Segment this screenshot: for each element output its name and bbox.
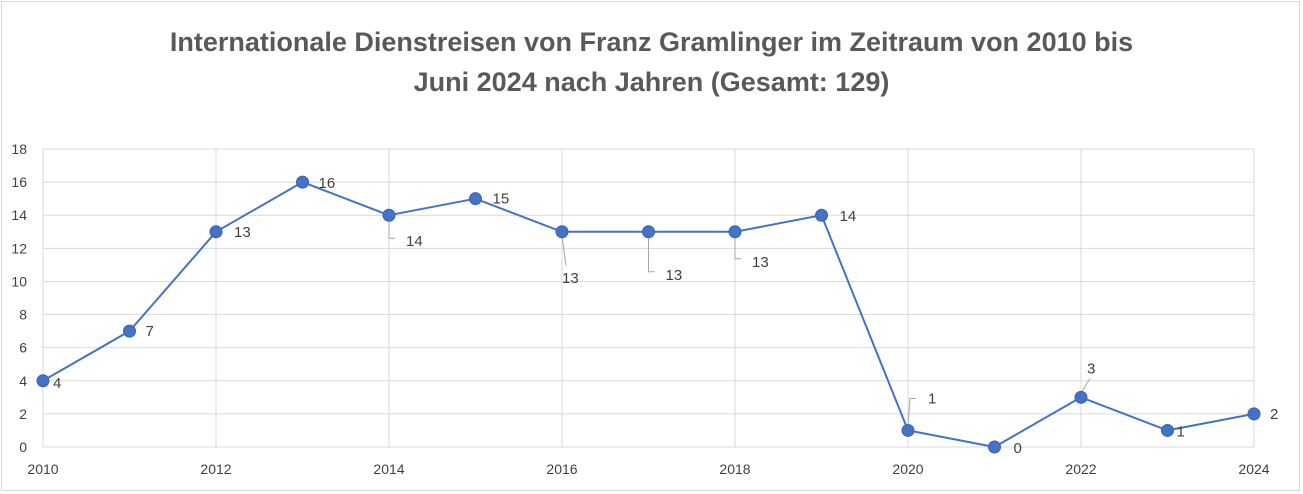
data-label: 14 [406, 233, 423, 250]
chart-title-line-2: Juni 2024 nach Jahren (Gesamt: 129) [413, 67, 890, 97]
data-label: 13 [666, 267, 683, 284]
data-label: 14 [840, 208, 857, 225]
data-point [728, 225, 742, 239]
x-axis-ticks: 2010 2012 2014 2016 2018 2020 2022 2024 [27, 461, 1269, 477]
data-point [815, 208, 828, 222]
data-label: 0 [1014, 440, 1022, 457]
label-leader-line [1080, 378, 1091, 394]
data-point [36, 374, 50, 388]
data-labels: 4 7 13 16 14 15 13 13 13 14 1 0 3 1 2 [53, 175, 1278, 457]
label-leader-line [648, 235, 655, 273]
x-tick-label: 2020 [892, 461, 923, 477]
label-leader-lines [388, 219, 1091, 427]
series [36, 175, 1261, 454]
y-tick-label: 4 [19, 373, 27, 389]
y-tick-label: 16 [11, 174, 27, 190]
y-tick-label: 8 [19, 307, 27, 323]
y-tick-label: 12 [11, 240, 27, 256]
label-leader-line [734, 235, 741, 260]
data-point [296, 175, 309, 189]
data-point [1247, 407, 1261, 421]
data-point [555, 225, 569, 239]
data-label: 16 [319, 175, 336, 192]
data-point [901, 423, 915, 437]
chart-title-line-1: Internationale Dienstreisen von Franz Gr… [169, 27, 1134, 57]
data-label: 7 [146, 323, 154, 340]
x-tick-label: 2012 [200, 461, 231, 477]
label-leader-line [388, 219, 395, 239]
data-point [469, 192, 482, 206]
y-axis-ticks: 0 2 4 6 8 10 12 14 16 18 [11, 141, 27, 455]
data-point [209, 225, 223, 239]
x-tick-label: 2022 [1065, 461, 1096, 477]
data-label: 15 [493, 191, 510, 208]
x-tick-label: 2016 [546, 461, 577, 477]
y-tick-label: 14 [11, 207, 27, 223]
x-tick-label: 2018 [719, 461, 750, 477]
data-label: 13 [752, 254, 769, 271]
x-tick-label: 2024 [1238, 461, 1269, 477]
y-tick-label: 2 [19, 406, 27, 422]
data-label: 2 [1270, 406, 1278, 423]
data-point [642, 225, 655, 239]
x-tick-label: 2010 [27, 461, 58, 477]
label-leader-line [907, 397, 916, 427]
x-tick-label: 2014 [373, 461, 404, 477]
y-tick-label: 6 [19, 340, 27, 356]
label-leader-line [561, 235, 567, 266]
data-point [1074, 390, 1088, 404]
data-label: 4 [53, 375, 61, 392]
data-point [988, 440, 1001, 454]
data-point [123, 324, 136, 338]
data-label: 1 [1177, 423, 1185, 440]
data-label: 13 [562, 270, 579, 287]
data-point [1161, 423, 1174, 437]
data-label: 1 [928, 390, 936, 407]
chart-title: Internationale Dienstreisen von Franz Gr… [0, 22, 1303, 102]
y-tick-label: 0 [19, 439, 27, 455]
data-label: 13 [234, 224, 251, 241]
data-point [382, 208, 396, 222]
y-tick-label: 10 [11, 273, 27, 289]
data-label: 3 [1087, 360, 1095, 377]
y-tick-label: 18 [11, 141, 27, 157]
